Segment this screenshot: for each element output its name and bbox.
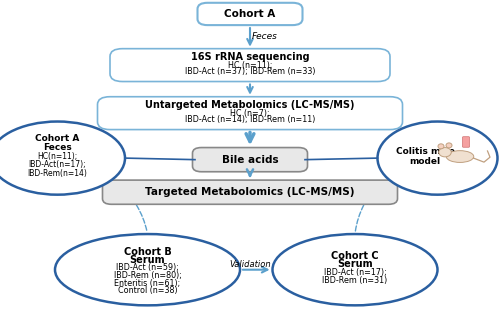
Ellipse shape — [446, 151, 474, 162]
Text: HC (n=11);: HC (n=11); — [228, 60, 272, 70]
Ellipse shape — [55, 234, 240, 305]
FancyBboxPatch shape — [462, 137, 469, 147]
FancyBboxPatch shape — [110, 49, 390, 82]
Text: Colitis mice: Colitis mice — [396, 147, 454, 156]
Text: HC (n=7);: HC (n=7); — [230, 108, 270, 118]
Ellipse shape — [438, 144, 444, 149]
Ellipse shape — [0, 122, 125, 195]
Ellipse shape — [439, 148, 451, 157]
Text: IBD-Rem (n=31): IBD-Rem (n=31) — [322, 276, 388, 286]
FancyBboxPatch shape — [192, 148, 308, 172]
Ellipse shape — [446, 143, 452, 148]
Text: Cohort B: Cohort B — [124, 247, 172, 257]
Text: HC(n=11);: HC(n=11); — [38, 152, 78, 161]
Text: Untargeted Metabolomics (LC-MS/MS): Untargeted Metabolomics (LC-MS/MS) — [145, 100, 355, 110]
Text: Cohort A: Cohort A — [36, 134, 80, 144]
FancyBboxPatch shape — [102, 180, 398, 204]
Text: IBD-Act(n=17);: IBD-Act(n=17); — [28, 160, 86, 170]
Text: IBD-Rem(n=14): IBD-Rem(n=14) — [28, 169, 88, 178]
Text: IBD-Rem (n=80);: IBD-Rem (n=80); — [114, 271, 182, 280]
Text: Serum: Serum — [337, 259, 373, 269]
FancyBboxPatch shape — [98, 97, 403, 130]
Text: IBD-Act (n=37); IBD-Rem (n=33): IBD-Act (n=37); IBD-Rem (n=33) — [185, 67, 316, 77]
FancyBboxPatch shape — [198, 3, 302, 25]
Text: Bile acids: Bile acids — [222, 155, 278, 165]
Text: Cohort A: Cohort A — [224, 9, 276, 19]
Text: Serum: Serum — [130, 255, 166, 265]
Text: 16S rRNA sequencing: 16S rRNA sequencing — [190, 52, 310, 62]
Text: IBD-Act (n=14); IBD-Rem (n=11): IBD-Act (n=14); IBD-Rem (n=11) — [185, 115, 315, 125]
Text: Targeted Metabolomics (LC-MS/MS): Targeted Metabolomics (LC-MS/MS) — [145, 187, 355, 197]
Text: Feces: Feces — [252, 32, 278, 41]
Ellipse shape — [378, 122, 498, 195]
Text: Validation: Validation — [229, 259, 271, 269]
Text: Feces: Feces — [43, 143, 72, 153]
Text: IBD-Act (n=17);: IBD-Act (n=17); — [324, 268, 386, 277]
Text: model: model — [410, 157, 440, 166]
Ellipse shape — [272, 234, 438, 305]
Text: Control (n=38): Control (n=38) — [118, 286, 178, 295]
Text: Enteritis (n=61);: Enteritis (n=61); — [114, 278, 180, 288]
Text: IBD-Act (n=59);: IBD-Act (n=59); — [116, 263, 179, 272]
Text: Cohort C: Cohort C — [331, 251, 379, 261]
